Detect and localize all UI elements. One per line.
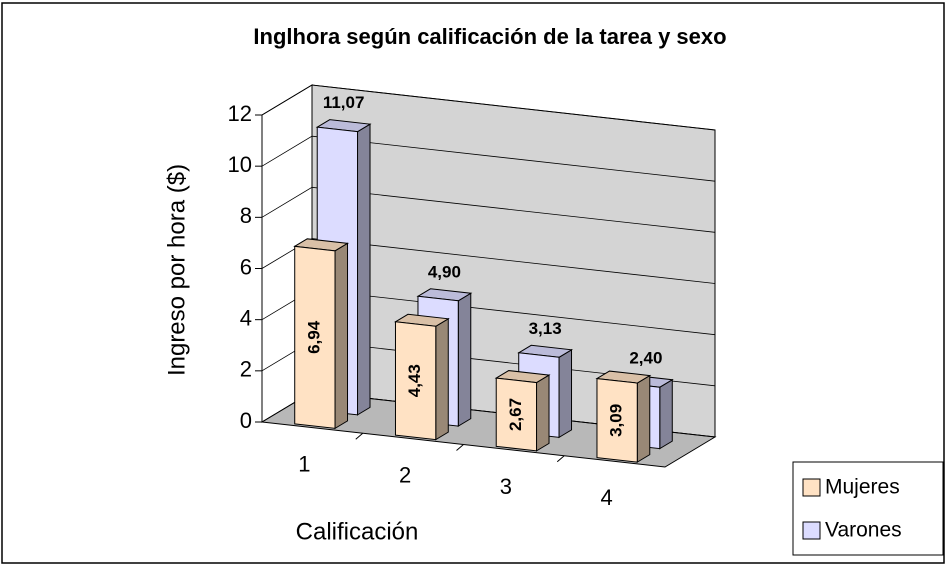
x-tick (556, 455, 565, 463)
value-label: 2,67 (506, 398, 525, 431)
chart-title: Inglhora según calificación de la tarea … (253, 24, 726, 49)
y-tick-label: 8 (240, 203, 252, 228)
value-label: 4,90 (428, 262, 461, 281)
bar-side (457, 292, 472, 428)
bar-side (636, 374, 651, 464)
x-tick (355, 432, 364, 440)
bar-front (596, 378, 638, 463)
value-label: 3,09 (607, 404, 626, 437)
bar: 6,94 (293, 238, 350, 430)
grid-line (261, 238, 716, 284)
value-label: 2,40 (629, 349, 662, 368)
y-tick-label: 2 (240, 357, 252, 382)
bar-side (659, 378, 673, 450)
bar: 3,09 (595, 370, 652, 464)
value-label: 11,07 (323, 93, 365, 112)
bar-side (435, 317, 449, 441)
x-tick (456, 444, 464, 451)
x-axis-label: Calificación (296, 518, 419, 545)
legend-swatch (802, 521, 821, 540)
bar: 4,43 (393, 313, 450, 441)
x-tick-label: 3 (500, 474, 512, 499)
y-tick-label: 10 (228, 152, 252, 177)
grid-line (261, 84, 716, 131)
value-label: 6,94 (304, 320, 323, 354)
legend-swatch (802, 478, 821, 497)
bar-front (294, 245, 336, 429)
value-label: 4,43 (405, 364, 424, 397)
bar-side (334, 242, 349, 430)
bar-side (357, 123, 371, 416)
legend-label: Mujeres (825, 476, 900, 499)
bar-front (394, 321, 437, 441)
y-tick-label: 6 (240, 254, 252, 279)
bar-side (536, 374, 550, 452)
x-tick-label: 1 (298, 451, 310, 476)
x-tick-label: 4 (601, 485, 613, 510)
grid-line (261, 135, 716, 182)
x-tick-label: 2 (399, 463, 411, 488)
legend-label: Varones (825, 519, 902, 542)
y-tick-label: 12 (228, 101, 252, 126)
y-tick-label: 0 (240, 408, 252, 433)
grid-line (261, 186, 716, 233)
y-tick-label: 4 (240, 305, 252, 330)
bar-side (558, 348, 573, 439)
bar: 2,67 (494, 370, 551, 452)
value-label: 3,13 (529, 319, 562, 338)
y-axis-label: Ingreso por hora ($) (163, 164, 190, 376)
bar-front (495, 377, 538, 452)
legend: Mujeres Varones (792, 461, 944, 556)
